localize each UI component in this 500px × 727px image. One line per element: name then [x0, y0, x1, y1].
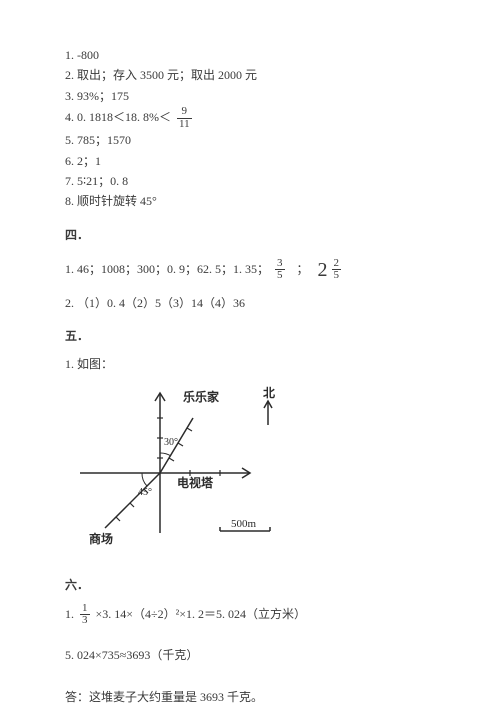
- label-scale: 500m: [231, 518, 257, 530]
- label-angle-30: 30°: [164, 437, 178, 448]
- s4-item-1-text: 1. 46；1008；300；0. 9；62. 5；1. 35；: [65, 262, 269, 276]
- s4-item-2: 2. （1）0. 4（2）5（3）14（4）36: [65, 293, 435, 313]
- heading-五: 五．: [65, 327, 435, 344]
- s3-item-7: 7. 5∶21；0. 8: [65, 171, 435, 191]
- fraction-denominator: 5: [332, 270, 342, 282]
- diagram-svg: 乐乐家 北 电视塔 商场 500m 30° 45°: [65, 383, 295, 558]
- fraction-3-5: 3 5: [275, 258, 285, 282]
- s3-item-5: 5. 785；1570: [65, 130, 435, 150]
- fraction-9-11: 9 11: [177, 106, 192, 130]
- s6-item-1: 1. 1 3 ×3. 14×（4÷2）²×1. 2＝5. 024（立方米）: [65, 603, 435, 627]
- s3-item-1: 1. -800: [65, 45, 435, 65]
- heading-四: 四．: [65, 226, 435, 243]
- label-mall: 商场: [89, 531, 113, 546]
- fraction-denominator: 11: [177, 119, 192, 131]
- s6-item-1-pre: 1.: [65, 606, 77, 620]
- s5-item-1: 1. 如图：: [65, 354, 435, 374]
- s4-item-1: 1. 46；1008；300；0. 9；62. 5；1. 35； 3 5 ； 2…: [65, 253, 435, 287]
- fraction-denominator: 3: [80, 615, 90, 627]
- direction-diagram: 乐乐家 北 电视塔 商场 500m 30° 45°: [65, 383, 435, 562]
- s6-item-3: 答：这堆麦子大约重量是 3693 千克。: [65, 687, 435, 707]
- fraction-numerator: 9: [177, 106, 192, 119]
- heading-六: 六．: [65, 576, 435, 593]
- fraction-2-5: 2 5: [332, 258, 342, 282]
- fraction-denominator: 5: [275, 270, 285, 282]
- s6-item-2: 5. 024×735≈3693（千克）: [65, 645, 435, 665]
- s4-item-1-sep: ；: [297, 262, 309, 276]
- label-lele: 乐乐家: [183, 389, 220, 404]
- fraction-1-3: 1 3: [80, 603, 90, 627]
- label-north: 北: [263, 385, 275, 400]
- s3-item-2: 2. 取出；存入 3500 元；取出 2000 元: [65, 65, 435, 85]
- s3-item-8: 8. 顺时针旋转 45°: [65, 191, 435, 211]
- page: 1. -800 2. 取出；存入 3500 元；取出 2000 元 3. 93%…: [0, 0, 500, 727]
- s3-item-3: 3. 93%；175: [65, 86, 435, 106]
- mixed-number-int: 2: [318, 253, 328, 287]
- s3-item-4-text: 4. 0. 1818＜18. 8%＜: [65, 110, 171, 124]
- label-tvtower: 电视塔: [177, 475, 214, 490]
- label-angle-45: 45°: [138, 487, 152, 498]
- s3-item-4: 4. 0. 1818＜18. 8%＜ 9 11: [65, 106, 435, 130]
- s6-item-1-post: ×3. 14×（4÷2）²×1. 2＝5. 024（立方米）: [96, 606, 307, 620]
- s3-item-6: 6. 2；1: [65, 151, 435, 171]
